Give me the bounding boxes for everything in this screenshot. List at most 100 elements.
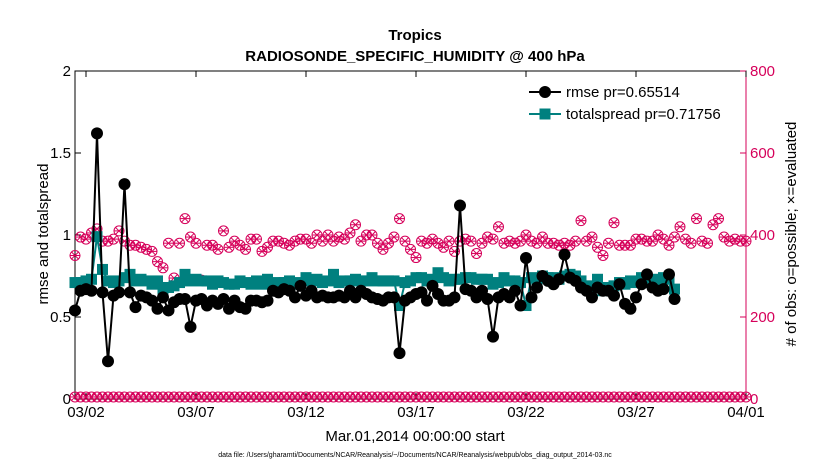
- obs-evaluated-point: [674, 221, 686, 233]
- rmse-point: [69, 304, 81, 317]
- obs-evaluated-cross: [230, 237, 239, 246]
- obs-evaluated-point: [223, 241, 235, 253]
- obs-evaluated-cross: [582, 237, 591, 246]
- obs-evaluated-cross: [285, 241, 294, 250]
- x-tick-label: 03/02: [67, 404, 105, 421]
- obs-evaluated-point: [487, 233, 499, 245]
- rmse-point: [531, 281, 543, 294]
- obs-evaluated-point: [476, 237, 488, 249]
- obs-evaluated-cross: [313, 231, 321, 239]
- obs-evaluated-point: [740, 235, 752, 247]
- obs-evaluated-point: [306, 237, 317, 249]
- obs-evaluated-point: [691, 213, 702, 225]
- rmse-point: [118, 178, 131, 191]
- obs-evaluated-cross: [153, 257, 162, 266]
- obs-evaluated-point: [108, 233, 119, 245]
- x-axis-label: Mar.01,2014 00:00:00 start: [325, 428, 505, 445]
- obs-evaluated-cross: [714, 214, 723, 223]
- obs-evaluated-cross: [489, 235, 497, 244]
- obs-evaluated-cross: [252, 235, 261, 244]
- obs-evaluated-point: [273, 235, 284, 247]
- rmse-point: [294, 279, 307, 292]
- obs-evaluated-cross: [681, 235, 690, 244]
- rmse-point: [558, 248, 571, 261]
- obs-evaluated-cross: [148, 247, 156, 256]
- obs-evaluated-point: [212, 243, 224, 255]
- obs-evaluated-point: [350, 219, 361, 231]
- rmse-point: [514, 299, 527, 312]
- obs-evaluated-cross: [472, 249, 481, 258]
- rmse-point: [96, 286, 109, 299]
- obs-evaluated-cross: [434, 239, 442, 248]
- obs-evaluated-point: [597, 250, 609, 261]
- obs-evaluated-point: [234, 239, 246, 251]
- obs-evaluated-cross: [670, 233, 679, 242]
- obs-evaluated-cross: [588, 233, 596, 242]
- obs-evaluated-point: [229, 235, 240, 247]
- obs-evaluated-point: [405, 243, 416, 255]
- obs-evaluated-cross: [610, 218, 618, 227]
- obs-evaluated-cross: [423, 239, 431, 248]
- legend-rmse-label: rmse pr=0.65514: [566, 84, 680, 101]
- obs-evaluated-point: [394, 213, 405, 225]
- obs-evaluated-cross: [181, 214, 189, 223]
- rmse-point: [179, 292, 191, 305]
- obs-count-series: [69, 213, 752, 403]
- obs-evaluated-point: [190, 237, 202, 249]
- y-right-tick-label: 0: [750, 391, 758, 408]
- obs-evaluated-cross: [604, 239, 613, 248]
- obs-evaluated-cross: [665, 241, 673, 250]
- y-tick-label: 1.5: [50, 145, 71, 162]
- right-axis: 0 200 400 600 800: [740, 63, 775, 408]
- obs-evaluated-point: [663, 239, 675, 251]
- obs-evaluated-point: [377, 243, 389, 255]
- obs-evaluated-cross: [324, 231, 332, 239]
- rmse-point: [393, 347, 406, 360]
- y-tick-label: 2: [63, 63, 71, 80]
- obs-evaluated-cross: [412, 253, 420, 262]
- obs-possible-point: [740, 391, 752, 403]
- obs-evaluated-cross: [186, 233, 195, 242]
- x-tick-label: 03/17: [397, 404, 435, 421]
- obs-evaluated-cross: [494, 222, 503, 231]
- obs-evaluated-point: [163, 237, 174, 249]
- obs-evaluated-point: [493, 221, 504, 233]
- obs-evaluated-cross: [373, 239, 382, 248]
- legend-totalspread-label: totalspread pr=0.71756: [566, 106, 721, 123]
- obs-evaluated-point: [69, 250, 81, 261]
- obs-evaluated-cross: [329, 237, 338, 246]
- obs-evaluated-point: [718, 231, 730, 243]
- rmse-point: [454, 199, 466, 212]
- obs-evaluated-point: [443, 235, 455, 247]
- x-tick-label: 03/27: [617, 404, 655, 421]
- y-right-tick-label: 600: [750, 145, 775, 162]
- obs-evaluated-cross: [445, 237, 453, 246]
- obs-evaluated-point: [174, 237, 185, 249]
- legend-rmse-marker: [539, 86, 551, 98]
- x-tick-label: 03/22: [507, 404, 545, 421]
- obs-evaluated-point: [669, 231, 680, 243]
- obs-evaluated-cross: [538, 233, 547, 242]
- rmse-point: [635, 278, 648, 291]
- obs-evaluated-cross: [401, 237, 409, 246]
- legend-box: [525, 79, 741, 127]
- y-tick-label: 0.5: [50, 309, 71, 326]
- obs-evaluated-point: [240, 243, 251, 255]
- obs-evaluated-point: [410, 252, 422, 264]
- obs-evaluated-point: [592, 241, 603, 253]
- rmse-point: [668, 292, 681, 305]
- obs-evaluated-cross: [164, 239, 173, 248]
- rmse-point: [657, 283, 670, 296]
- rmse-point: [624, 302, 637, 315]
- obs-evaluated-cross: [742, 392, 750, 401]
- rmse-point: [586, 291, 598, 304]
- obs-evaluated-point: [421, 237, 433, 249]
- obs-evaluated-cross: [71, 251, 79, 260]
- y-axis-label: rmse and totalspread: [35, 164, 52, 305]
- rmse-point: [151, 302, 164, 315]
- obs-evaluated-cross: [351, 220, 360, 229]
- obs-evaluated-cross: [467, 237, 475, 246]
- obs-evaluated-cross: [175, 239, 184, 248]
- rmse-point: [85, 284, 98, 297]
